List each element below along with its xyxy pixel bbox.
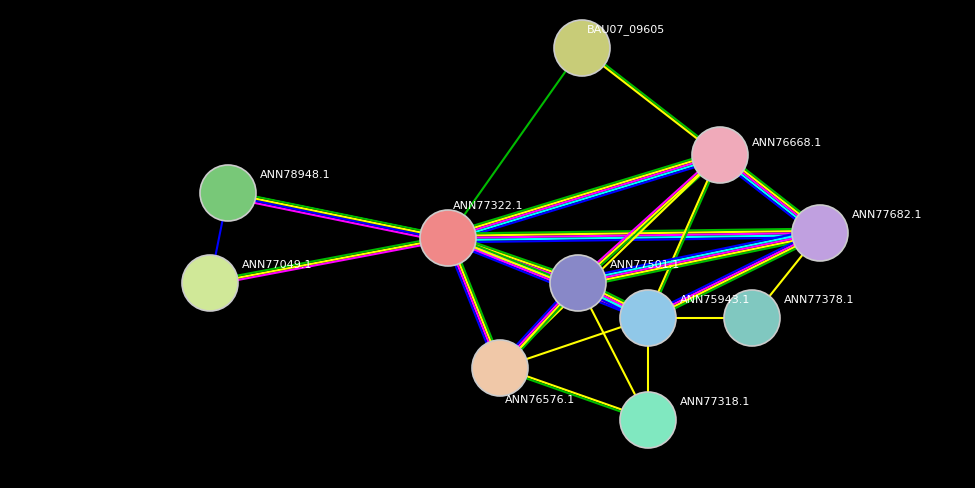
Circle shape <box>724 290 780 346</box>
Text: BAU07_09605: BAU07_09605 <box>587 24 665 36</box>
Text: ANN77501.1: ANN77501.1 <box>610 260 681 270</box>
Circle shape <box>200 165 256 221</box>
Circle shape <box>620 290 676 346</box>
Circle shape <box>554 20 610 76</box>
Text: ANN77378.1: ANN77378.1 <box>784 295 854 305</box>
Text: ANN77318.1: ANN77318.1 <box>680 397 751 407</box>
Circle shape <box>792 205 848 261</box>
Text: ANN77049.1: ANN77049.1 <box>242 260 313 270</box>
Text: ANN75943.1: ANN75943.1 <box>680 295 751 305</box>
Circle shape <box>420 210 476 266</box>
Text: ANN76576.1: ANN76576.1 <box>505 395 575 405</box>
Text: ANN77682.1: ANN77682.1 <box>852 210 922 220</box>
Circle shape <box>182 255 238 311</box>
Circle shape <box>620 392 676 448</box>
Text: ANN78948.1: ANN78948.1 <box>260 170 331 180</box>
Text: ANN76668.1: ANN76668.1 <box>752 138 822 148</box>
Circle shape <box>692 127 748 183</box>
Circle shape <box>550 255 606 311</box>
Text: ANN77322.1: ANN77322.1 <box>453 201 524 211</box>
Circle shape <box>472 340 528 396</box>
